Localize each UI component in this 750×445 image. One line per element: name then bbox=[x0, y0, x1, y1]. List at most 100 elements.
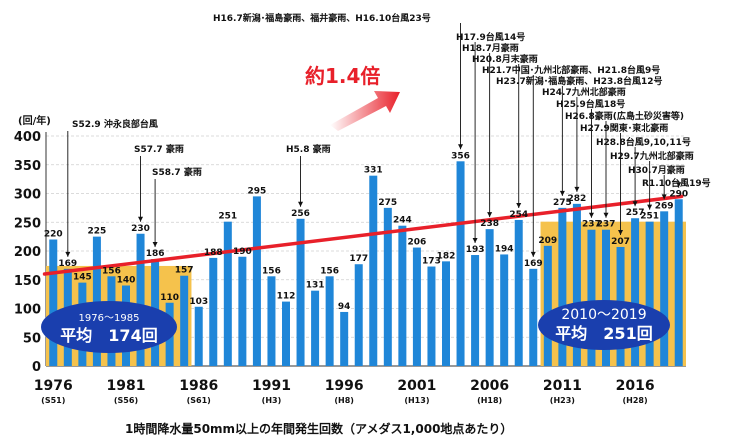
bar bbox=[383, 207, 392, 366]
annotation-text: H5.8 豪雨 bbox=[286, 143, 331, 155]
value-label: 169 bbox=[58, 259, 77, 269]
average-value: 平均 174回 bbox=[60, 326, 157, 345]
annotation-arrow-icon bbox=[588, 212, 594, 218]
bar bbox=[92, 236, 101, 366]
bar bbox=[180, 275, 189, 366]
value-label: 256 bbox=[291, 209, 310, 219]
bar bbox=[209, 257, 218, 366]
x-tick-label: 1986 bbox=[179, 378, 218, 394]
value-label: 190 bbox=[233, 247, 252, 257]
value-label: 131 bbox=[306, 281, 325, 291]
value-label: 103 bbox=[189, 297, 208, 307]
y-tick-label: 100 bbox=[14, 303, 41, 318]
value-label: 238 bbox=[480, 219, 499, 229]
value-label: 206 bbox=[408, 238, 427, 248]
bar bbox=[311, 290, 320, 366]
x-tick-label: 1991 bbox=[252, 378, 291, 394]
value-label: 140 bbox=[117, 276, 136, 286]
annotation-text: H29.7九州北部豪雨 bbox=[610, 150, 694, 162]
annotation-text: H26.8豪雨(広島土砂災害等) bbox=[565, 110, 684, 122]
x-tick-label: 1976 bbox=[34, 378, 73, 394]
bar bbox=[267, 276, 276, 366]
bar bbox=[602, 229, 610, 366]
annotation-text: H21.7中国･九州北部豪雨、H21.8台風9号 bbox=[482, 64, 660, 76]
value-label: 275 bbox=[553, 198, 572, 208]
value-label: 257 bbox=[626, 208, 645, 218]
annotation-arrow-icon bbox=[516, 202, 522, 208]
annotation-text: H20.8月末豪雨 bbox=[472, 53, 538, 65]
value-label: 254 bbox=[509, 210, 528, 220]
trend-line bbox=[42, 194, 684, 276]
x-tick-label: 1996 bbox=[325, 378, 364, 394]
annotation-arrow-icon bbox=[458, 144, 464, 150]
value-labels: 2201691452251561402301861101571031882511… bbox=[44, 151, 688, 312]
annotation-arrow-icon bbox=[152, 242, 158, 248]
value-label: 145 bbox=[73, 273, 92, 283]
headline-text: 約1.4倍 bbox=[305, 64, 380, 88]
annotation-arrow-icon bbox=[487, 212, 493, 218]
x-tick-label: 2016 bbox=[616, 378, 655, 394]
bar bbox=[543, 245, 552, 366]
annotation-text: H28.8台風9,10,11号 bbox=[596, 136, 691, 148]
value-label: 220 bbox=[44, 230, 63, 240]
x-tick-label: 2011 bbox=[543, 378, 582, 394]
x-axis: 1976 (S51) 1981 (S56) 1986 (S61) 1991 (H3) 1996 (… bbox=[34, 378, 655, 405]
headline-group: 約1.4倍 bbox=[305, 64, 400, 131]
bar bbox=[282, 301, 290, 366]
value-label: 237 bbox=[582, 220, 601, 230]
value-label: 295 bbox=[248, 186, 267, 196]
bar bbox=[500, 254, 509, 366]
bar bbox=[674, 199, 683, 366]
x-tick-era: (H28) bbox=[623, 396, 648, 405]
bar bbox=[660, 211, 669, 366]
x-tick-era: (H13) bbox=[404, 396, 429, 405]
bar bbox=[471, 255, 480, 366]
bar bbox=[587, 229, 596, 366]
average-ellipse bbox=[538, 300, 670, 350]
value-label: 237 bbox=[597, 220, 616, 230]
value-label: 156 bbox=[102, 266, 121, 276]
y-tick-label: 150 bbox=[14, 274, 41, 289]
bar bbox=[572, 203, 581, 366]
bar bbox=[136, 233, 145, 366]
bar bbox=[514, 219, 523, 366]
value-label: 290 bbox=[669, 189, 688, 199]
annotation-text: S57.7 豪雨 bbox=[134, 143, 184, 155]
value-label: 225 bbox=[88, 227, 107, 237]
value-label: 251 bbox=[218, 212, 237, 222]
y-axis-label: (回/年) bbox=[18, 114, 51, 127]
bar bbox=[398, 225, 407, 366]
bar bbox=[296, 218, 305, 366]
average-period: 1976～1985 bbox=[79, 313, 140, 324]
chart-caption: 1時間降水量50mm以上の年間発生回数（アメダス1,000地点あたり） bbox=[125, 421, 512, 436]
annotation-arrow-icon bbox=[603, 212, 609, 218]
annotation-arrow-icon bbox=[298, 201, 304, 207]
value-label: 156 bbox=[320, 266, 339, 276]
annotation-text: H27.9関東･東北豪雨 bbox=[580, 122, 668, 134]
value-label: 230 bbox=[131, 224, 150, 234]
bar bbox=[49, 239, 58, 366]
y-tick-label: 300 bbox=[14, 188, 41, 203]
bar bbox=[529, 268, 538, 366]
y-tick-label: 0 bbox=[32, 360, 41, 375]
average-value: 平均 251回 bbox=[555, 324, 652, 343]
value-label: 188 bbox=[204, 248, 223, 258]
value-label: 244 bbox=[393, 216, 412, 226]
bar bbox=[427, 266, 436, 366]
bar bbox=[223, 221, 232, 366]
value-label: 193 bbox=[466, 245, 485, 255]
y-tick-label: 250 bbox=[14, 216, 41, 231]
average-period: 2010～2019 bbox=[561, 307, 646, 323]
y-tick-label: 350 bbox=[14, 159, 41, 174]
bar bbox=[631, 218, 640, 366]
value-label: 207 bbox=[611, 237, 630, 247]
increase-arrow-icon bbox=[330, 91, 400, 131]
value-label: 275 bbox=[378, 198, 397, 208]
bar bbox=[252, 196, 261, 366]
annotation-text: H24.7九州北部豪雨 bbox=[542, 86, 626, 98]
x-tick-era: (H8) bbox=[334, 396, 354, 405]
x-tick-era: (H18) bbox=[477, 396, 502, 405]
annotation-text: S58.7 豪雨 bbox=[152, 166, 202, 178]
